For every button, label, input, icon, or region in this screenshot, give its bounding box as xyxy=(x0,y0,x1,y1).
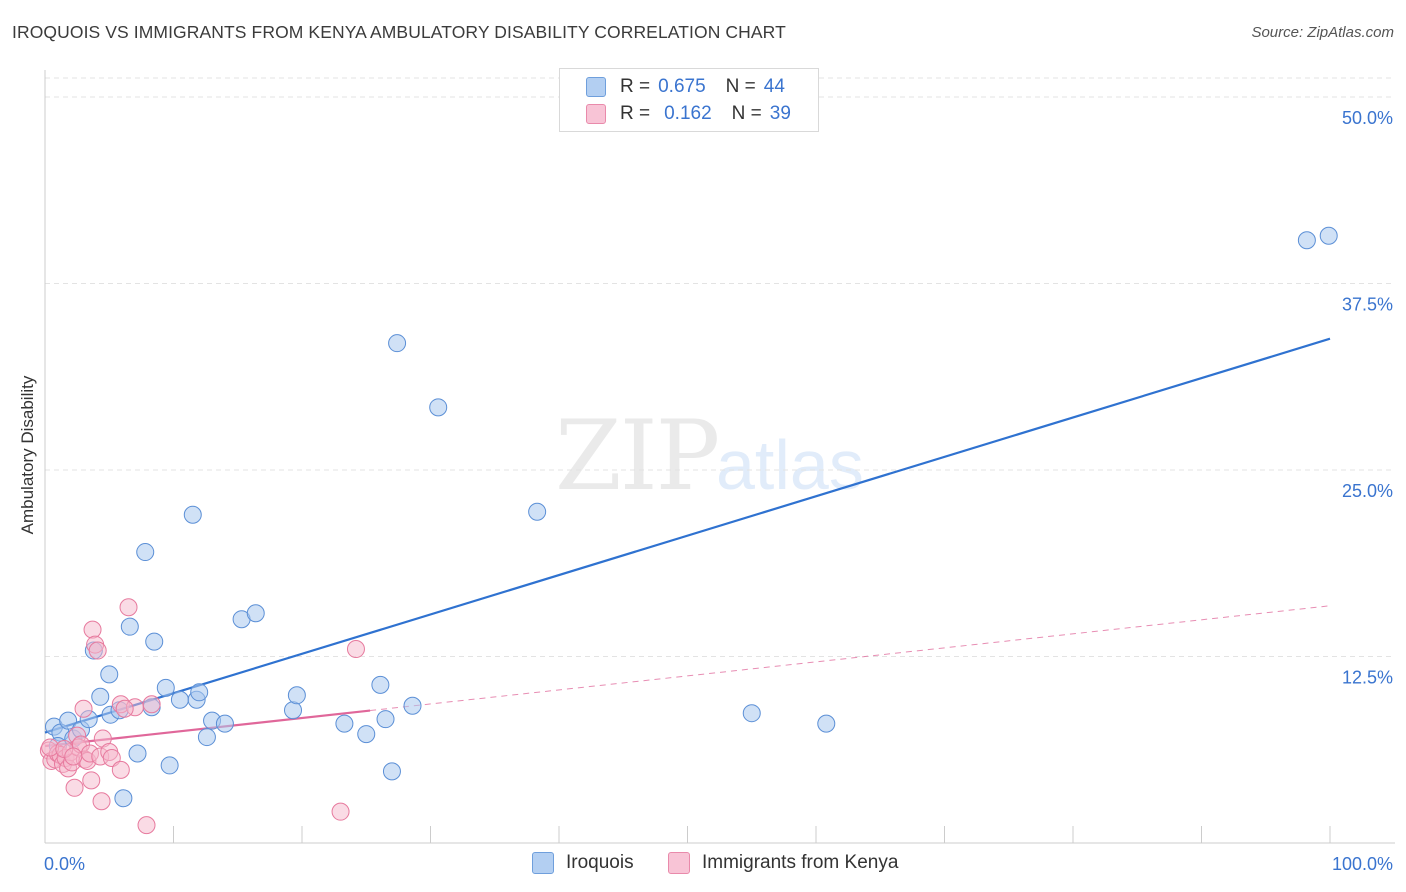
legend-r-value: 0.675 xyxy=(658,76,706,97)
data-point-iroquois xyxy=(246,604,265,623)
bottom-legend-iroquois: Iroquois xyxy=(532,852,634,874)
legend-n-label: N = xyxy=(725,76,756,97)
legend-r-value: 0.162 xyxy=(664,103,712,124)
x-tick-label: 100.0% xyxy=(1332,854,1393,874)
bottom-legend-label: Iroquois xyxy=(566,852,634,873)
data-point-iroquois xyxy=(100,665,119,684)
data-point-kenya xyxy=(346,640,365,659)
data-point-iroquois xyxy=(284,701,303,720)
data-point-iroquois xyxy=(183,505,202,524)
data-point-iroquois xyxy=(403,696,422,715)
data-point-iroquois xyxy=(59,711,78,730)
source-label: Source: ZipAtlas.com xyxy=(1251,24,1394,41)
bottom-legend-swatch-pink xyxy=(668,852,690,874)
data-point-kenya xyxy=(137,816,156,835)
data-point-kenya xyxy=(65,778,84,797)
legend-r-label: R = xyxy=(620,103,651,124)
data-point-iroquois xyxy=(287,686,306,705)
data-point-iroquois xyxy=(120,617,139,636)
data-point-kenya xyxy=(119,598,138,617)
legend-n-value: 44 xyxy=(763,76,785,97)
legend-row-kenya: R = 0.162 N = 39 xyxy=(586,101,791,127)
x-tick-label: 0.0% xyxy=(44,854,85,874)
data-point-iroquois xyxy=(382,762,401,781)
bottom-legend-label: Immigrants from Kenya xyxy=(702,852,899,873)
legend-n-label: N = xyxy=(731,103,762,124)
data-point-iroquois xyxy=(376,710,395,729)
data-point-kenya xyxy=(92,792,111,811)
chart-title: IROQUOIS VS IMMIGRANTS FROM KENYA AMBULA… xyxy=(12,22,786,42)
data-point-kenya xyxy=(88,641,107,660)
legend-r-label: R = xyxy=(620,76,651,97)
axis-layer xyxy=(44,70,1395,844)
legend-n-value: 39 xyxy=(769,103,791,124)
data-point-iroquois xyxy=(215,714,234,733)
bottom-legend-swatch-blue xyxy=(532,852,554,874)
legend-swatch-blue xyxy=(586,77,606,97)
grid-layer xyxy=(45,77,1395,657)
data-point-iroquois xyxy=(156,678,175,697)
data-point-iroquois xyxy=(528,502,547,521)
data-point-kenya xyxy=(115,699,134,718)
data-point-iroquois xyxy=(136,543,155,562)
legend-swatch-pink xyxy=(586,104,606,124)
data-point-kenya xyxy=(102,748,121,767)
points-layer xyxy=(39,226,1338,835)
data-point-iroquois xyxy=(1297,231,1316,250)
data-point-iroquois xyxy=(91,687,110,706)
data-point-kenya xyxy=(111,760,130,779)
data-point-iroquois xyxy=(817,714,836,733)
data-point-iroquois xyxy=(429,398,448,417)
data-point-kenya xyxy=(82,771,101,790)
data-point-iroquois xyxy=(197,728,216,747)
watermark-zip: ZIP xyxy=(555,400,720,512)
data-point-kenya xyxy=(331,802,350,821)
data-point-iroquois xyxy=(170,690,189,709)
y-axis-label: Ambulatory Disability xyxy=(18,375,37,535)
data-point-iroquois xyxy=(128,744,147,763)
data-point-iroquois xyxy=(114,789,133,808)
data-point-iroquois xyxy=(357,725,376,744)
data-point-kenya xyxy=(83,620,102,639)
y-tick-label: 25.0% xyxy=(1342,481,1393,501)
data-point-kenya xyxy=(64,747,83,766)
y-tick-label: 12.5% xyxy=(1342,668,1393,688)
watermark-atlas: atlas xyxy=(716,426,864,504)
legend-row-iroquois: R = 0.675 N = 44 xyxy=(586,74,785,100)
data-point-iroquois xyxy=(388,334,407,353)
data-point-iroquois xyxy=(742,704,761,723)
data-point-kenya xyxy=(142,695,161,714)
tick-label-layer: 12.5% 25.0% 37.5% 50.0% 0.0% 100.0% xyxy=(44,108,1393,874)
data-point-iroquois xyxy=(160,756,179,775)
data-point-kenya xyxy=(74,699,93,718)
legend: R = 0.675 N = 44 R = 0.162 N = 39 xyxy=(559,68,819,132)
trendline-kenya-dashed xyxy=(370,605,1331,712)
trend-layer xyxy=(44,337,1331,748)
data-point-iroquois xyxy=(371,675,390,694)
data-point-iroquois xyxy=(190,683,209,702)
y-tick-label: 50.0% xyxy=(1342,108,1393,128)
data-point-iroquois xyxy=(1319,226,1338,245)
data-point-iroquois xyxy=(145,632,164,651)
trendline-iroquois xyxy=(44,337,1331,734)
y-tick-label: 37.5% xyxy=(1342,295,1393,315)
data-point-iroquois xyxy=(335,714,354,733)
bottom-legend-kenya: Immigrants from Kenya xyxy=(668,852,898,874)
